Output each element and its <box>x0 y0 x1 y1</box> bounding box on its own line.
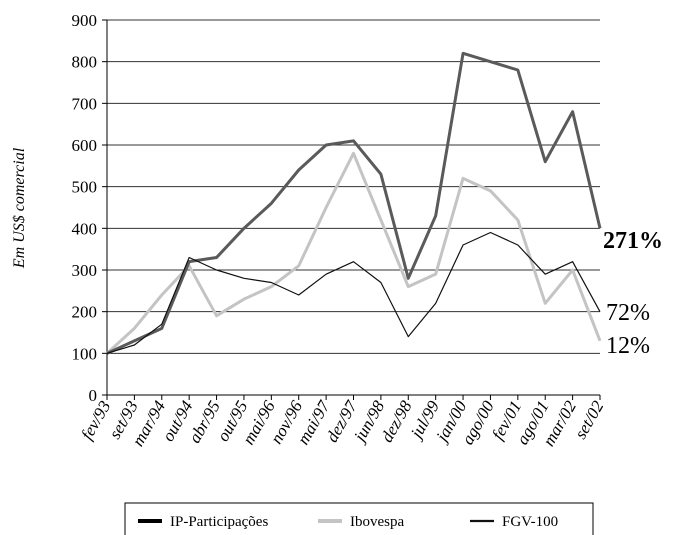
legend-label: IP-Participações <box>170 514 268 530</box>
annotation: 271% <box>603 228 663 254</box>
legend-box <box>124 502 594 535</box>
y-axis-label: Em US$ comercial <box>11 147 28 269</box>
series-line <box>105 151 602 355</box>
y-tick-label: 900 <box>72 11 98 30</box>
y-tick-label: 0 <box>89 386 98 405</box>
annotation: 12% <box>606 333 650 359</box>
legend-label: Ibovespa <box>350 514 404 530</box>
y-tick-label: 300 <box>72 261 98 280</box>
x-tick-label: set/02 <box>571 397 608 442</box>
annotation: 72% <box>606 300 650 326</box>
legend-label: FGV-100 <box>502 514 558 530</box>
y-tick-label: 200 <box>72 303 98 322</box>
series-line <box>106 51 602 355</box>
y-tick-label: 600 <box>72 136 98 155</box>
series-line <box>106 231 601 354</box>
y-tick-label: 400 <box>72 219 98 238</box>
y-tick-label: 800 <box>72 53 98 72</box>
y-tick-label: 500 <box>72 178 98 197</box>
y-tick-label: 700 <box>72 94 98 113</box>
y-tick-label: 100 <box>72 344 98 363</box>
x-tick-label: fev/93 <box>77 398 114 443</box>
